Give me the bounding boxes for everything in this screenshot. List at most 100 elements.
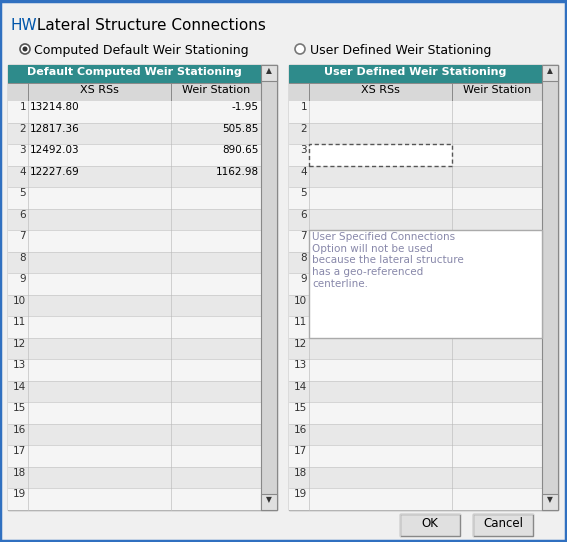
Text: User Specified Connections
Option will not be used
because the lateral structure: User Specified Connections Option will n… [312,232,464,288]
Bar [8,488,261,510]
Text: 5: 5 [19,188,26,198]
Text: 1162.98: 1162.98 [216,166,259,177]
Text: Weir Station: Weir Station [463,85,531,95]
Text: 19: 19 [12,489,26,500]
Text: 13: 13 [12,360,26,370]
Bar [289,187,542,209]
Circle shape [20,44,30,54]
Text: ▼: ▼ [547,495,553,504]
Bar [8,83,261,101]
Text: 10: 10 [13,296,26,306]
Bar [8,144,261,165]
Text: ▲: ▲ [266,66,272,75]
Text: 10: 10 [294,296,307,306]
Bar [309,144,452,165]
Text: Computed Default Weir Stationing: Computed Default Weir Stationing [34,44,248,57]
Text: 8: 8 [19,253,26,263]
Text: 3: 3 [301,145,307,155]
Bar [8,65,277,510]
Bar [289,467,542,488]
Bar [289,122,542,144]
Text: 11: 11 [12,317,26,327]
Bar [400,514,460,536]
Text: 505.85: 505.85 [223,124,259,133]
Text: User Defined Weir Stationing: User Defined Weir Stationing [324,67,507,77]
Bar [542,65,558,510]
Bar [289,424,542,446]
Text: 12227.69: 12227.69 [30,166,80,177]
Text: ▲: ▲ [547,66,553,75]
Bar [289,295,542,317]
Bar [309,230,542,338]
Text: 17: 17 [294,447,307,456]
Bar [8,467,261,488]
Bar [289,144,542,165]
Text: Default Computed Weir Stationing: Default Computed Weir Stationing [27,67,242,77]
Bar [8,317,261,338]
Bar [261,494,277,510]
Bar [289,65,542,83]
Text: 12817.36: 12817.36 [30,124,80,133]
Text: 17: 17 [12,447,26,456]
Text: 9: 9 [19,274,26,284]
Text: ▼: ▼ [266,495,272,504]
Text: 890.65: 890.65 [223,145,259,155]
Bar [289,402,542,424]
Text: 7: 7 [19,231,26,241]
Bar [289,488,542,510]
Bar [289,209,542,230]
Bar [289,230,542,251]
Bar [289,165,542,187]
Text: 4: 4 [19,166,26,177]
Text: XS RSs: XS RSs [361,85,400,95]
Text: 19: 19 [294,489,307,500]
Bar [261,65,277,81]
Bar [8,187,261,209]
Bar [261,65,277,510]
Text: 6: 6 [19,210,26,220]
Text: 7: 7 [301,231,307,241]
Circle shape [23,47,28,51]
Bar [289,359,542,381]
Text: 6: 6 [301,210,307,220]
Bar [289,65,558,510]
Bar [8,359,261,381]
Bar [8,230,261,251]
Text: 16: 16 [294,425,307,435]
Text: 2: 2 [19,124,26,133]
Bar [8,295,261,317]
Bar [289,317,542,338]
Bar [8,381,261,402]
Text: 2: 2 [301,124,307,133]
Bar [289,381,542,402]
Text: 14: 14 [294,382,307,392]
Bar [8,338,261,359]
Bar [8,251,261,273]
Text: 1: 1 [19,102,26,112]
Text: 14: 14 [12,382,26,392]
Bar [289,273,542,295]
Text: User Defined Weir Stationing: User Defined Weir Stationing [310,44,492,57]
Text: 12: 12 [294,339,307,349]
Bar [289,101,542,122]
Bar [8,101,261,122]
Bar [289,251,542,273]
Bar [289,446,542,467]
Bar [8,65,261,83]
Text: Cancel: Cancel [483,517,523,530]
Text: 11: 11 [294,317,307,327]
Bar [8,209,261,230]
Text: 8: 8 [301,253,307,263]
Text: 12492.03: 12492.03 [30,145,79,155]
Text: 1: 1 [301,102,307,112]
Text: 18: 18 [294,468,307,478]
Text: Weir Station: Weir Station [182,85,250,95]
Bar [8,446,261,467]
Text: 3: 3 [19,145,26,155]
Text: 15: 15 [294,403,307,414]
Circle shape [295,44,305,54]
Bar [8,273,261,295]
Text: -1.95: -1.95 [232,102,259,112]
Text: HW: HW [10,18,37,33]
Bar [8,122,261,144]
